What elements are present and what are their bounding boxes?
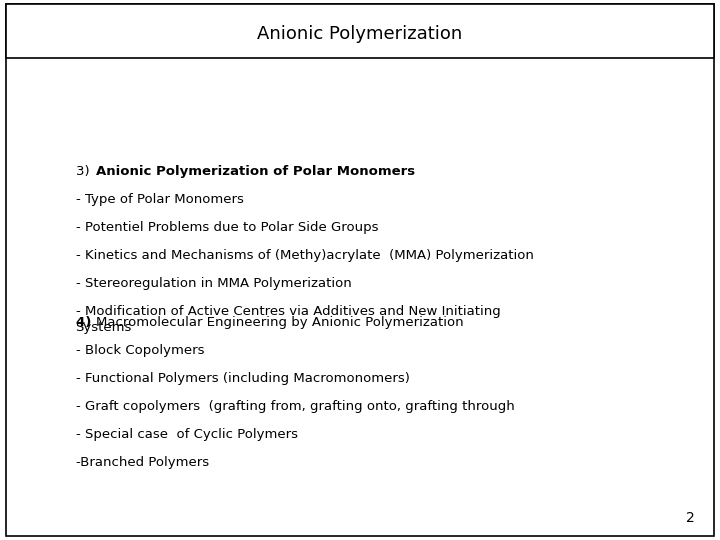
Text: - Potentiel Problems due to Polar Side Groups: - Potentiel Problems due to Polar Side G… [76, 221, 378, 234]
Text: - Kinetics and Mechanisms of (Methy)acrylate  (MMA) Polymerization: - Kinetics and Mechanisms of (Methy)acry… [76, 249, 534, 262]
Polygon shape [6, 4, 714, 58]
Text: Anionic Polymerization: Anionic Polymerization [257, 25, 463, 43]
Text: - Type of Polar Monomers: - Type of Polar Monomers [76, 193, 243, 206]
Text: 2: 2 [686, 511, 695, 525]
Text: - Stereoregulation in MMA Polymerization: - Stereoregulation in MMA Polymerization [76, 277, 351, 290]
Text: 3): 3) [76, 165, 94, 178]
Text: - Graft copolymers  (grafting from, grafting onto, grafting through: - Graft copolymers (grafting from, graft… [76, 400, 514, 413]
Text: - Functional Polymers (including Macromonomers): - Functional Polymers (including Macromo… [76, 372, 410, 385]
Text: 4): 4) [76, 316, 96, 329]
Text: - Special case  of Cyclic Polymers: - Special case of Cyclic Polymers [76, 428, 297, 441]
Text: - Modification of Active Centres via Additives and New Initiating
Systems: - Modification of Active Centres via Add… [76, 305, 500, 334]
Text: - Block Copolymers: - Block Copolymers [76, 344, 204, 357]
Text: Anionic Polymerization of Polar Monomers: Anionic Polymerization of Polar Monomers [96, 165, 415, 178]
Text: -Branched Polymers: -Branched Polymers [76, 456, 209, 469]
Text: Macromolecular Engineering by Anionic Polymerization: Macromolecular Engineering by Anionic Po… [96, 316, 464, 329]
